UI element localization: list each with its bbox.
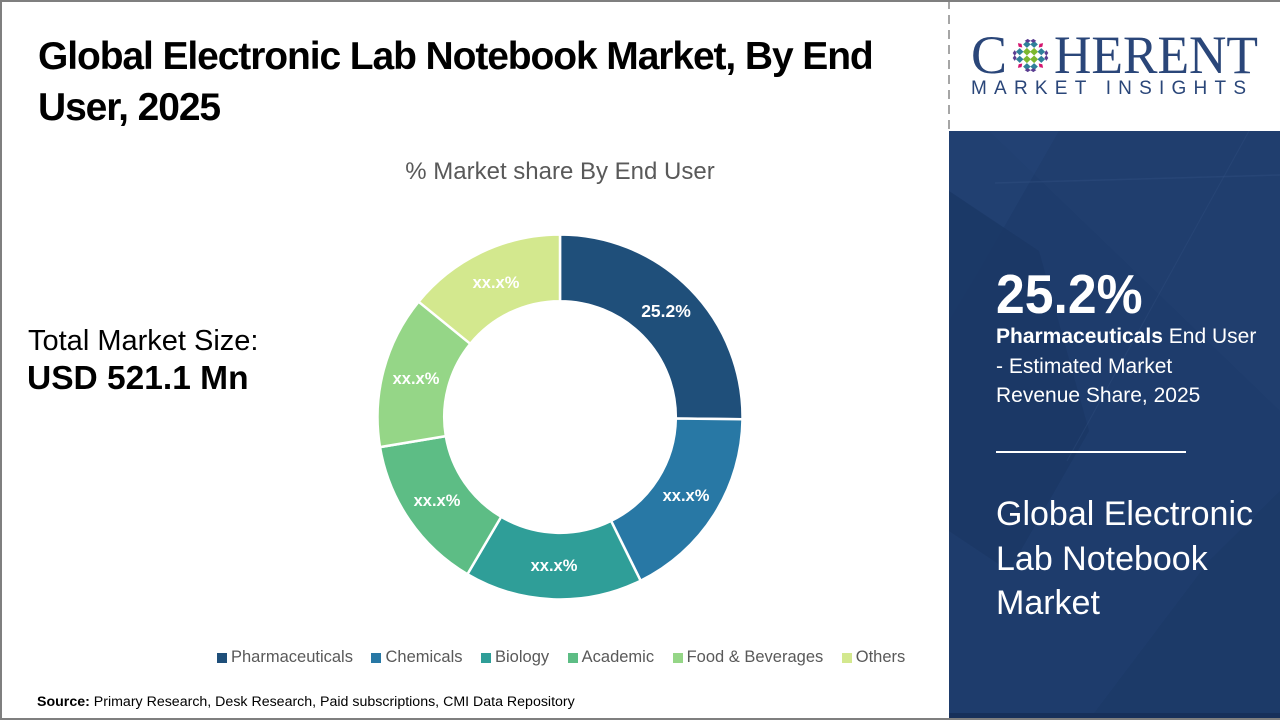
svg-text:xx.x%: xx.x%: [393, 370, 440, 388]
svg-text:xx.x%: xx.x%: [531, 557, 578, 575]
svg-text:25.2%: 25.2%: [641, 301, 691, 321]
svg-text:xx.x%: xx.x%: [663, 487, 710, 505]
svg-text:C: C: [971, 25, 1007, 85]
svg-text:xx.x%: xx.x%: [414, 492, 461, 510]
svg-text:HERENT: HERENT: [1054, 25, 1258, 85]
svg-text:xx.x%: xx.x%: [473, 274, 520, 292]
svg-text:MARKET INSIGHTS: MARKET INSIGHTS: [971, 78, 1246, 99]
